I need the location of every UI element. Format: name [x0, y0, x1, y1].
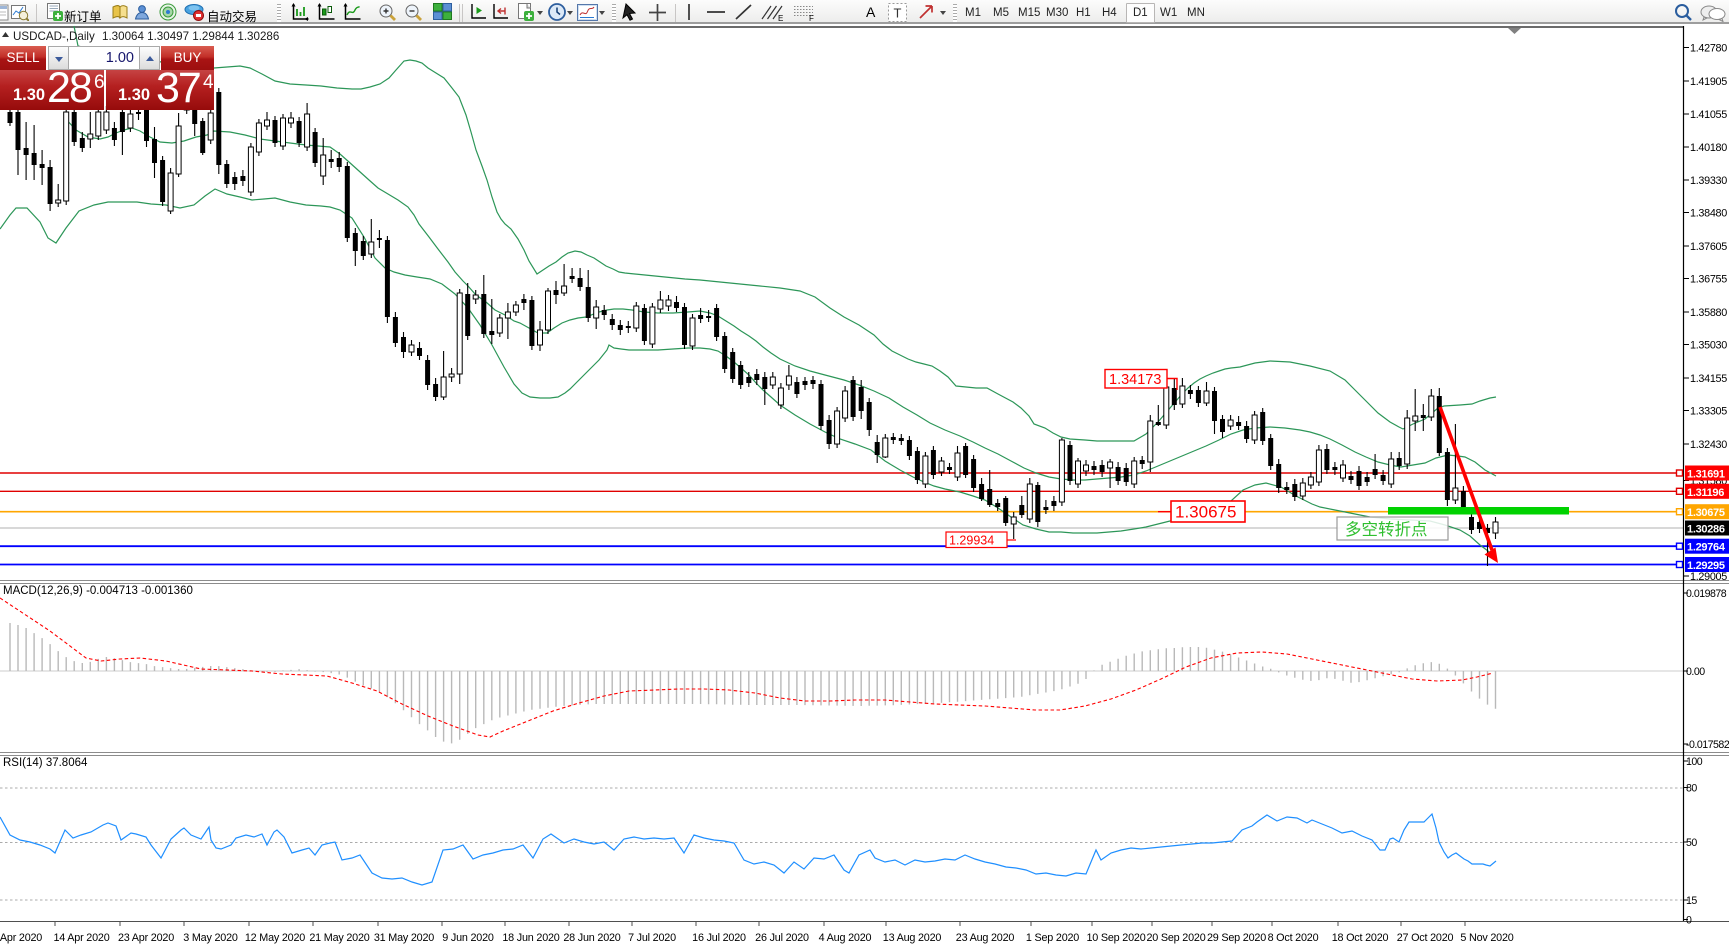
svg-text:50: 50: [1686, 837, 1697, 849]
svg-text:7 Jul 2020: 7 Jul 2020: [628, 932, 676, 944]
svg-text:18 Oct 2020: 18 Oct 2020: [1332, 932, 1389, 944]
svg-text:1.36755: 1.36755: [1690, 274, 1727, 286]
svg-text:4 Aug 2020: 4 Aug 2020: [819, 932, 872, 944]
svg-text:15: 15: [1686, 895, 1697, 907]
svg-text:28 Jun 2020: 28 Jun 2020: [563, 932, 620, 944]
svg-text:20 Sep 2020: 20 Sep 2020: [1146, 932, 1205, 944]
svg-text:Apr 2020: Apr 2020: [0, 932, 42, 944]
svg-text:1.29005: 1.29005: [1690, 571, 1727, 583]
svg-text:多空转折点: 多空转折点: [1345, 520, 1428, 539]
svg-text:23 Aug 2020: 23 Aug 2020: [956, 932, 1015, 944]
svg-text:1.34155: 1.34155: [1690, 373, 1727, 385]
svg-text:3 May 2020: 3 May 2020: [183, 932, 238, 944]
svg-text:1.31196: 1.31196: [1687, 487, 1724, 499]
svg-text:8 Oct 2020: 8 Oct 2020: [1268, 932, 1319, 944]
svg-text:27 Oct 2020: 27 Oct 2020: [1397, 932, 1454, 944]
svg-text:-0.017582: -0.017582: [1686, 739, 1729, 751]
svg-text:1.32430: 1.32430: [1690, 439, 1727, 451]
svg-text:T: T: [894, 6, 902, 21]
svg-text:1.29764: 1.29764: [1687, 542, 1726, 554]
svg-text:1.31691: 1.31691: [1687, 469, 1725, 481]
svg-text:1.38480: 1.38480: [1690, 208, 1727, 220]
svg-text:1.34173: 1.34173: [1109, 372, 1161, 388]
svg-text:23 Apr 2020: 23 Apr 2020: [118, 932, 174, 944]
svg-text:1.30286: 1.30286: [1687, 524, 1725, 536]
svg-text:1.41055: 1.41055: [1690, 109, 1727, 121]
svg-text:14 Apr 2020: 14 Apr 2020: [53, 932, 109, 944]
svg-text:1.30675: 1.30675: [1687, 507, 1725, 519]
svg-text:5 Nov 2020: 5 Nov 2020: [1460, 932, 1513, 944]
svg-text:1 Sep 2020: 1 Sep 2020: [1026, 932, 1079, 944]
svg-text:100: 100: [1686, 756, 1703, 768]
svg-text:E: E: [778, 14, 783, 22]
svg-text:13 Aug 2020: 13 Aug 2020: [883, 932, 942, 944]
svg-text:RSI(14) 37.8064: RSI(14) 37.8064: [3, 757, 88, 769]
svg-text:1.33305: 1.33305: [1690, 406, 1727, 418]
svg-text:16 Jul 2020: 16 Jul 2020: [692, 932, 746, 944]
svg-text:18 Jun 2020: 18 Jun 2020: [502, 932, 559, 944]
svg-text:9 Jun 2020: 9 Jun 2020: [442, 932, 494, 944]
svg-text:29 Sep 2020: 29 Sep 2020: [1207, 932, 1266, 944]
svg-text:26 Jul 2020: 26 Jul 2020: [755, 932, 809, 944]
svg-text:MACD(12,26,9) -0.004713 -0.001: MACD(12,26,9) -0.004713 -0.001360: [3, 585, 193, 597]
svg-text:12 May 2020: 12 May 2020: [245, 932, 305, 944]
svg-text:F: F: [809, 14, 814, 22]
svg-text:1.30675: 1.30675: [1175, 503, 1236, 522]
svg-text:1.42780: 1.42780: [1690, 43, 1727, 55]
svg-text:0.019878: 0.019878: [1686, 588, 1727, 600]
svg-text:80: 80: [1686, 783, 1697, 795]
svg-text:1.29934: 1.29934: [949, 534, 994, 548]
svg-text:0: 0: [1686, 915, 1692, 927]
svg-text:1.29295: 1.29295: [1687, 560, 1725, 572]
svg-text:31 May 2020: 31 May 2020: [374, 932, 434, 944]
svg-text:1.37605: 1.37605: [1690, 241, 1727, 253]
svg-text:0.00: 0.00: [1686, 666, 1705, 678]
svg-text:USDCAD-,Daily: USDCAD-,Daily: [13, 30, 95, 43]
svg-text:1.41905: 1.41905: [1690, 76, 1727, 88]
svg-text:1.30064 1.30497 1.29844 1.3028: 1.30064 1.30497 1.29844 1.30286: [102, 30, 279, 43]
svg-text:21 May 2020: 21 May 2020: [309, 932, 369, 944]
svg-text:1.40180: 1.40180: [1690, 142, 1727, 154]
svg-text:1.35030: 1.35030: [1690, 340, 1727, 352]
svg-text:1.39330: 1.39330: [1690, 175, 1727, 187]
svg-text:10 Sep 2020: 10 Sep 2020: [1086, 932, 1145, 944]
svg-text:1.35880: 1.35880: [1690, 307, 1727, 319]
